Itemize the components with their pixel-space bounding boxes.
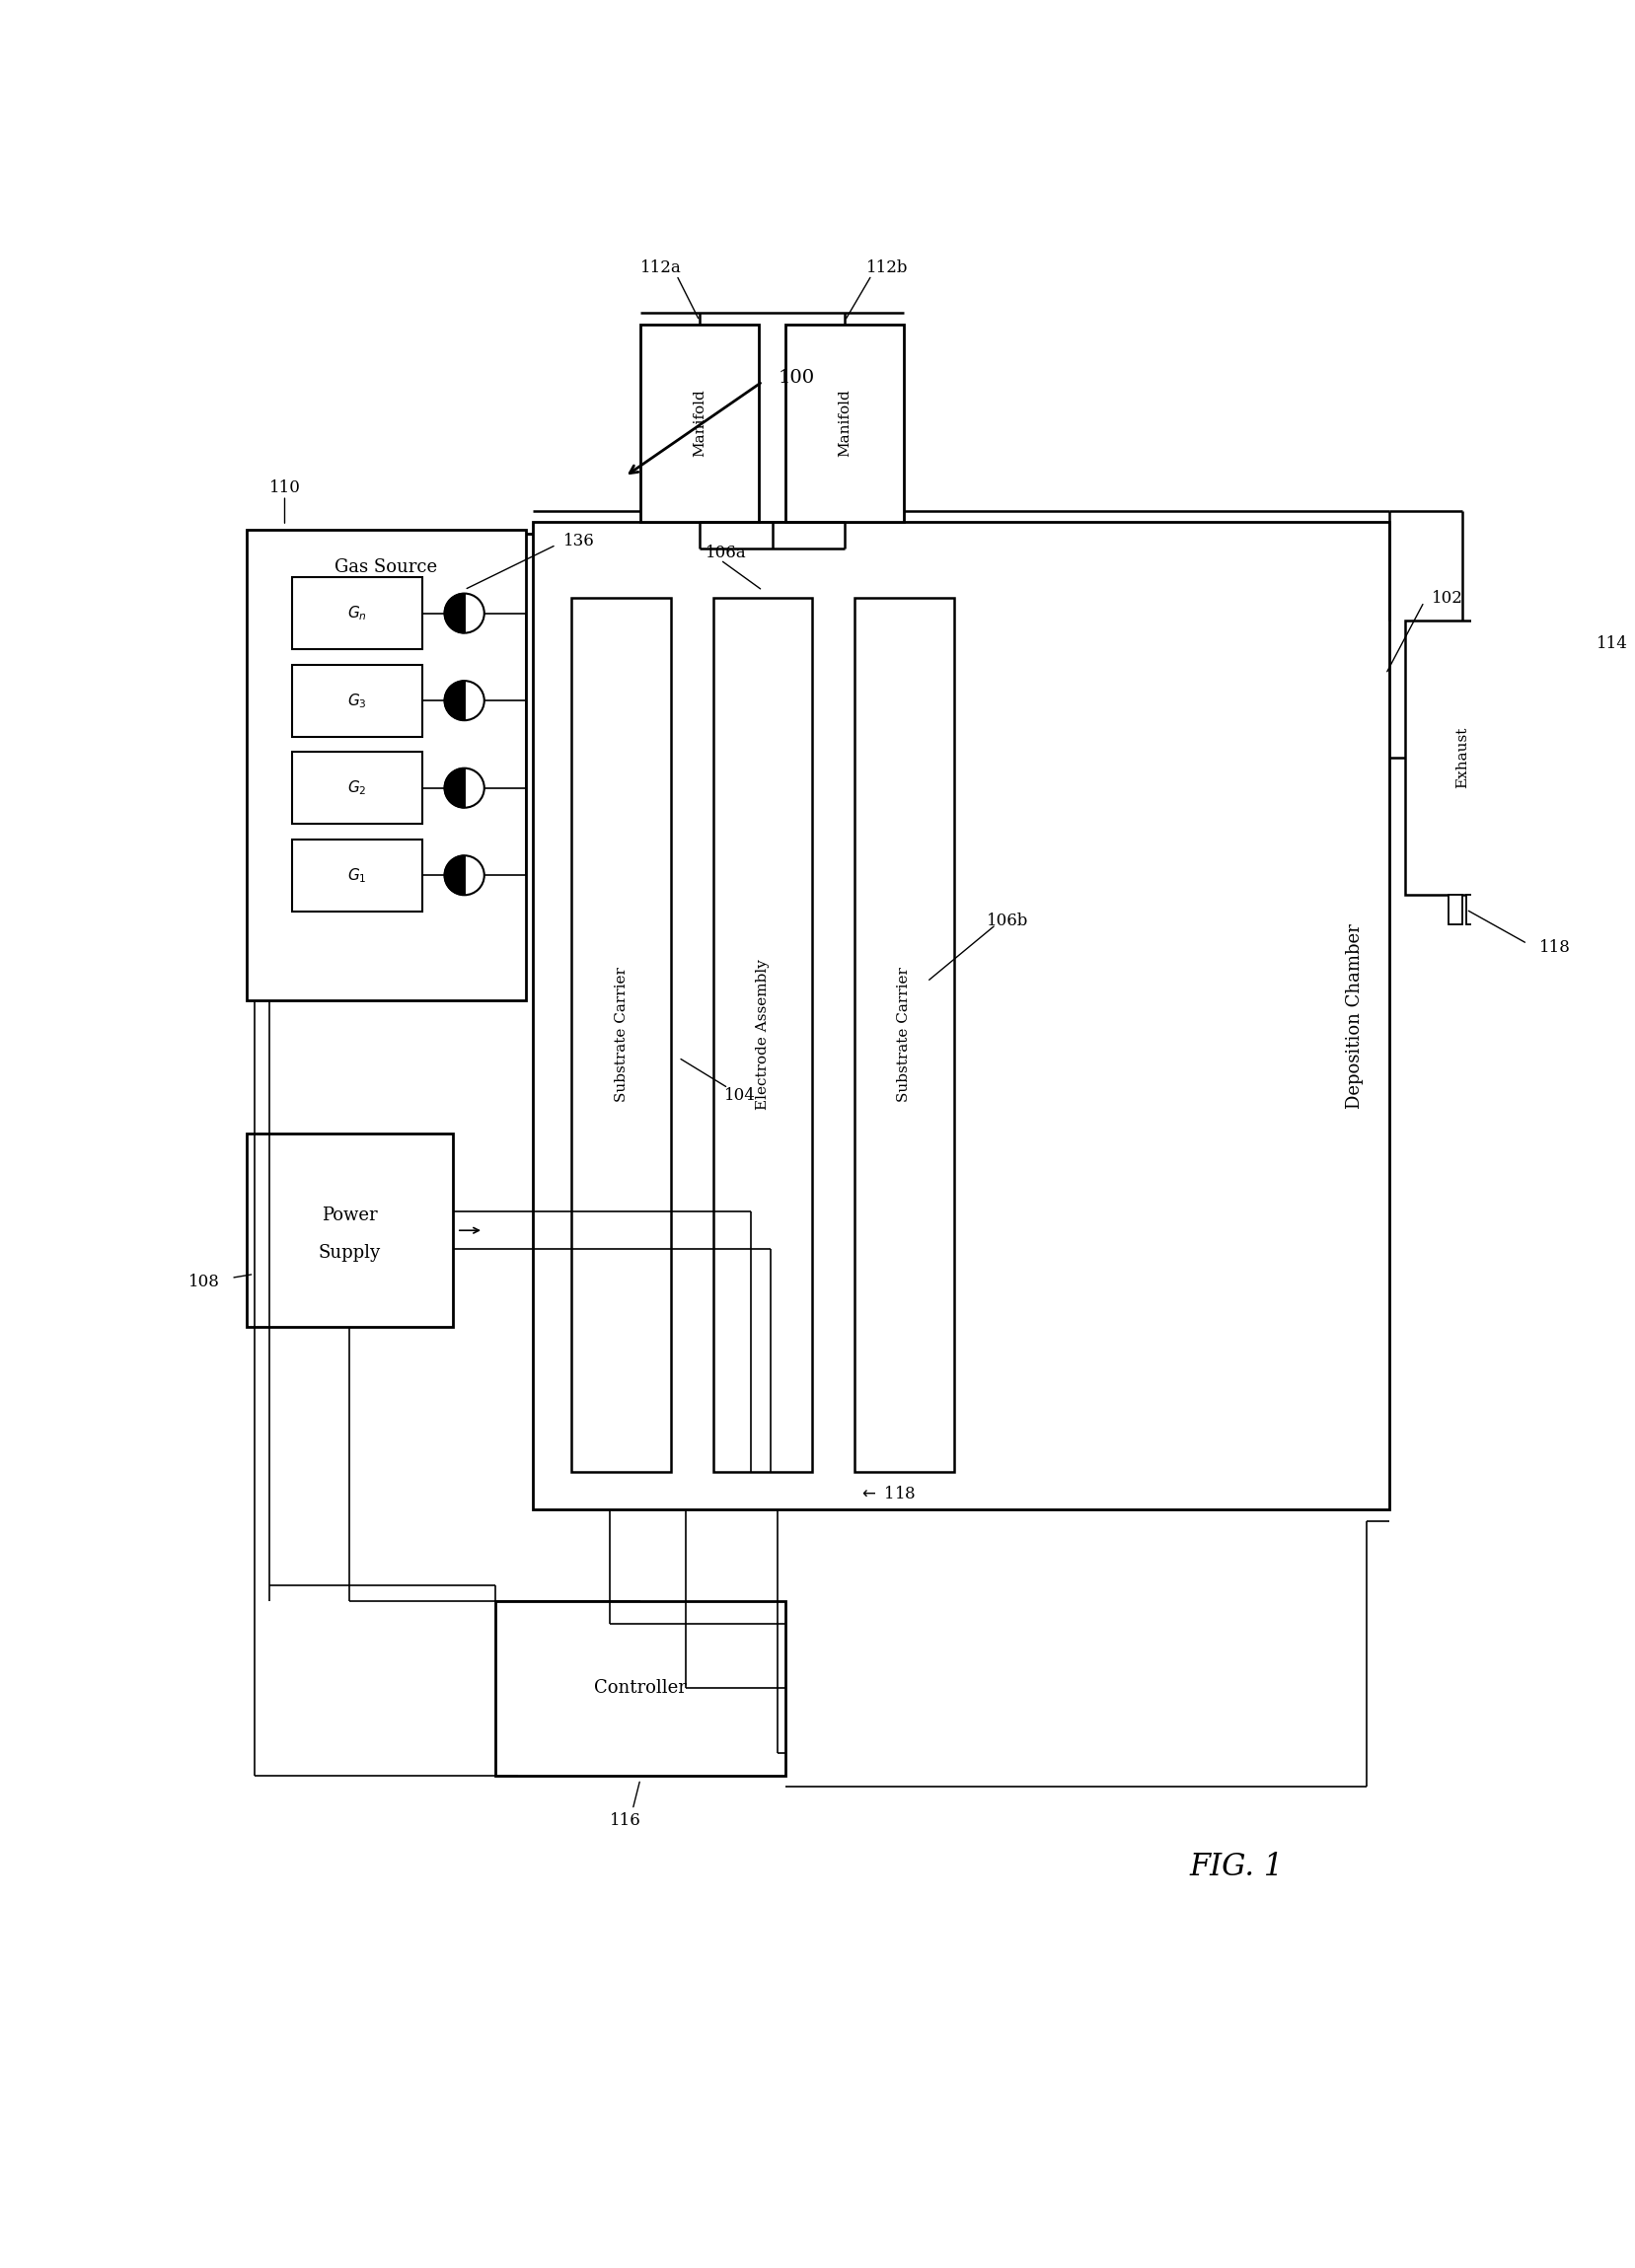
Text: Controller: Controller <box>594 1678 687 1696</box>
Bar <box>572 599 670 1472</box>
Text: Gas Source: Gas Source <box>335 558 438 576</box>
Text: Manifold: Manifold <box>693 390 706 458</box>
Polygon shape <box>445 769 464 807</box>
Polygon shape <box>445 855 464 896</box>
Text: Deposition Chamber: Deposition Chamber <box>1346 923 1364 1109</box>
Polygon shape <box>445 680 464 721</box>
Bar <box>855 599 953 1472</box>
Text: Substrate Carrier: Substrate Carrier <box>615 966 628 1102</box>
Text: 118: 118 <box>1539 939 1570 955</box>
Text: Manifold: Manifold <box>837 390 852 458</box>
Text: 116: 116 <box>610 1812 641 1830</box>
Bar <box>533 522 1390 1510</box>
Bar <box>785 324 904 522</box>
Text: 102: 102 <box>1432 590 1463 606</box>
Text: 106a: 106a <box>705 544 746 560</box>
Text: 112b: 112b <box>867 259 907 277</box>
Text: Power: Power <box>322 1207 378 1225</box>
Bar <box>495 1601 785 1776</box>
Text: $G_1$: $G_1$ <box>348 866 366 885</box>
Text: 100: 100 <box>778 370 814 386</box>
Text: 112a: 112a <box>641 259 682 277</box>
Polygon shape <box>445 594 464 633</box>
Bar <box>1467 894 1480 925</box>
Text: Substrate Carrier: Substrate Carrier <box>898 966 911 1102</box>
Text: $G_2$: $G_2$ <box>348 778 366 796</box>
Text: 136: 136 <box>564 533 595 549</box>
Bar <box>293 665 422 737</box>
Text: Exhaust: Exhaust <box>1455 726 1470 789</box>
Text: $G_3$: $G_3$ <box>348 692 366 710</box>
Bar <box>247 1134 453 1327</box>
Text: 114: 114 <box>1596 635 1627 651</box>
Text: FIG. 1: FIG. 1 <box>1190 1851 1283 1882</box>
Text: $\leftarrow$ 118: $\leftarrow$ 118 <box>858 1486 916 1504</box>
Text: 106b: 106b <box>986 912 1028 930</box>
Bar <box>713 599 813 1472</box>
Bar <box>293 753 422 823</box>
Text: Supply: Supply <box>319 1245 381 1261</box>
Text: 104: 104 <box>724 1086 755 1105</box>
Bar <box>293 839 422 912</box>
Text: 110: 110 <box>270 479 301 497</box>
Bar <box>1449 894 1462 925</box>
Bar <box>1404 621 1519 894</box>
Text: $G_n$: $G_n$ <box>348 603 368 621</box>
Bar <box>247 531 525 1000</box>
Text: Electrode Assembly: Electrode Assembly <box>755 959 770 1111</box>
Text: 108: 108 <box>188 1272 219 1290</box>
Bar <box>293 576 422 649</box>
Bar <box>641 324 759 522</box>
